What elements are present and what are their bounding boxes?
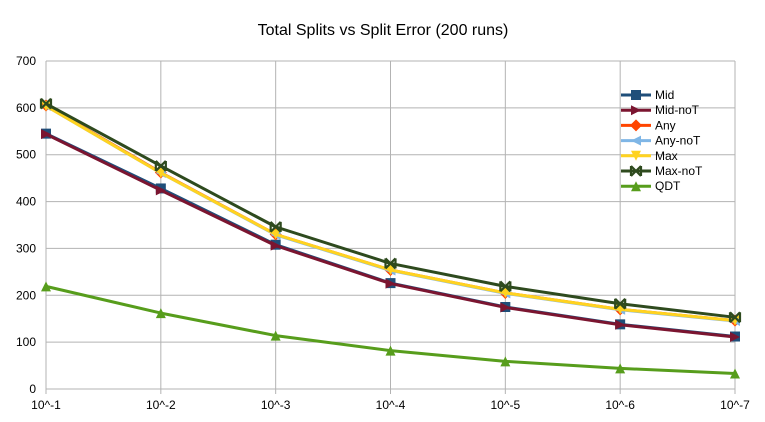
data-point-max-not xyxy=(154,160,167,172)
series-qdt xyxy=(41,281,740,379)
data-point-qdt xyxy=(385,345,396,356)
legend-marker xyxy=(631,150,641,161)
grid xyxy=(45,60,736,390)
x-tick-label: 10^-7 xyxy=(720,398,750,412)
y-tick-label: 0 xyxy=(29,382,36,396)
data-point-max-not xyxy=(269,221,282,233)
chart-title: Total Splits vs Split Error (200 runs) xyxy=(258,22,509,39)
data-point-mid-not xyxy=(615,319,626,330)
legend-label: Any xyxy=(655,118,676,132)
x-tick-label: 10^-3 xyxy=(261,398,291,412)
data-point-max-not xyxy=(614,297,627,310)
legend-item-mid-not: Mid-noT xyxy=(621,103,700,117)
data-point-qdt xyxy=(41,281,51,292)
legend-label: Mid-noT xyxy=(655,103,700,117)
data-point-max xyxy=(385,264,396,275)
legend-label: Max xyxy=(655,149,678,163)
legend-label: Mid xyxy=(655,88,674,102)
y-tick-label: 100 xyxy=(16,335,36,349)
data-point-max-not xyxy=(499,280,512,293)
legend-label: Max-noT xyxy=(655,164,703,178)
data-point-mid-not xyxy=(270,240,281,251)
y-tick-label: 500 xyxy=(16,148,36,162)
data-point-mid-not xyxy=(385,278,396,289)
legend-item-any-not: Any-noT xyxy=(621,134,701,148)
data-point-mid-not xyxy=(730,331,740,342)
data-point-qdt xyxy=(730,368,740,379)
data-point-max-not xyxy=(384,257,397,270)
x-tick-label: 10^-1 xyxy=(31,398,61,412)
series-lines xyxy=(39,97,742,379)
data-point-qdt xyxy=(500,356,511,367)
data-point-max xyxy=(500,287,511,298)
axes: 0 100 200 300 400 500 600 700 10^-1 10^-2 10^-3 10^… xyxy=(16,54,750,412)
series-max-not xyxy=(39,97,742,324)
data-point-mid-not xyxy=(500,302,511,313)
data-point-max xyxy=(270,229,281,240)
x-tick-label: 10^-5 xyxy=(491,398,521,412)
legend-item-max: Max xyxy=(621,149,678,163)
data-point-qdt xyxy=(270,330,281,341)
legend-item-qdt: QDT xyxy=(621,179,681,193)
legend-marker xyxy=(631,105,641,116)
data-point-max-not xyxy=(39,97,53,110)
legend-label: Any-noT xyxy=(655,134,701,148)
y-tick-label: 700 xyxy=(16,54,36,68)
x-tick-label: 10^-6 xyxy=(605,398,635,412)
data-point-mid-not xyxy=(41,129,51,140)
legend-label: QDT xyxy=(655,179,681,193)
legend-marker xyxy=(630,119,642,132)
y-tick-label: 300 xyxy=(16,241,36,255)
y-tick-label: 400 xyxy=(16,195,36,209)
x-tick-label: 10^-2 xyxy=(146,398,176,412)
y-tick-label: 200 xyxy=(16,288,36,302)
legend-marker xyxy=(631,181,641,192)
data-point-qdt xyxy=(615,363,626,374)
legend-item-any: Any xyxy=(621,118,676,132)
series-mid-not xyxy=(41,129,740,342)
legend-marker xyxy=(631,90,641,100)
legend-marker xyxy=(631,135,641,146)
legend-item-max-not: Max-noT xyxy=(621,164,703,178)
data-point-max-not xyxy=(728,311,742,324)
x-tick-label: 10^-4 xyxy=(376,398,406,412)
legend-item-mid: Mid xyxy=(621,88,674,102)
data-point-max xyxy=(155,167,166,178)
y-tick-label: 600 xyxy=(16,101,36,115)
data-point-qdt xyxy=(155,308,166,319)
legend-marker xyxy=(629,165,643,177)
data-point-mid-not xyxy=(155,185,166,196)
